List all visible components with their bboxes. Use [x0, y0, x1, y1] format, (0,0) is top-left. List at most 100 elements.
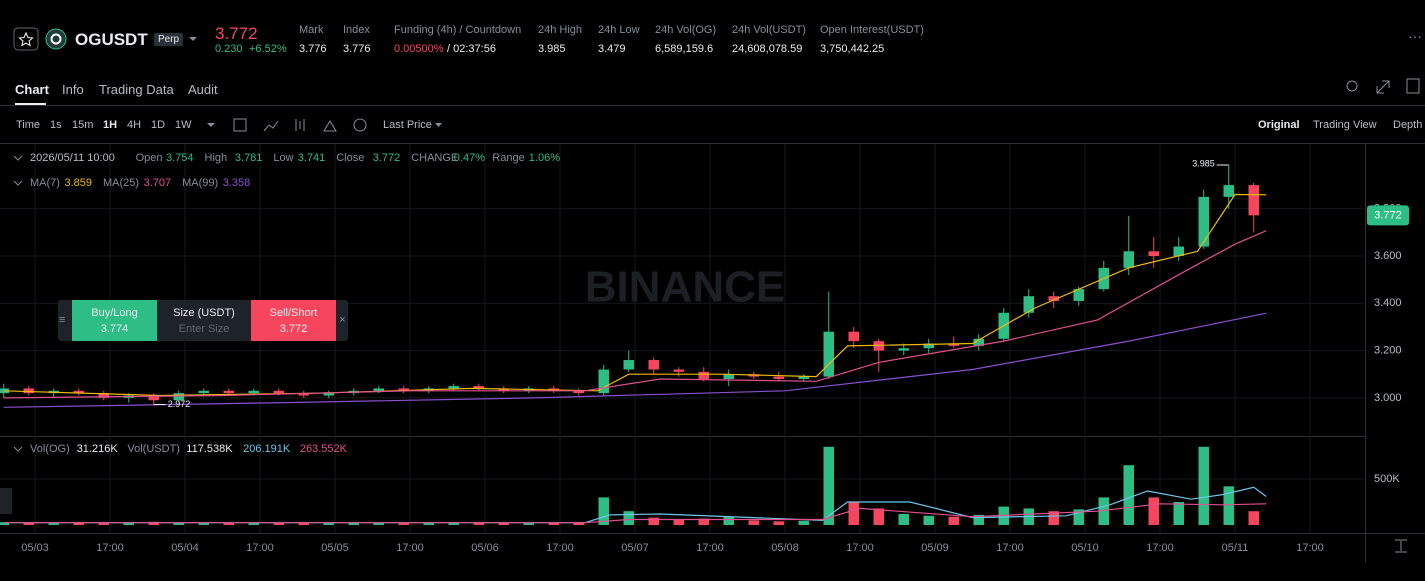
volume-legend-value: 31.216K: [77, 443, 119, 455]
info-value: 3.741: [298, 152, 326, 164]
favorite-icon[interactable]: [13, 27, 39, 51]
buy-button[interactable]: Buy/Long 3.774: [72, 300, 157, 341]
x-tick-label: 17:00: [546, 542, 574, 554]
volume-bar: [73, 522, 84, 525]
interval[interactable]: 4H: [127, 119, 142, 131]
volume-legend-label: Vol(USDT): [127, 443, 180, 455]
candle-body: [598, 369, 609, 394]
expand-icon[interactable]: [1376, 80, 1390, 94]
alert-icon[interactable]: [1346, 80, 1358, 92]
price-type-caret[interactable]: [435, 123, 442, 127]
interval[interactable]: 15m: [72, 119, 94, 131]
interval[interactable]: 1H: [103, 119, 118, 131]
interval[interactable]: Time: [16, 119, 41, 131]
ma-line: [3, 230, 1267, 399]
volume-bar: [948, 516, 959, 525]
price-change: 0.230: [215, 43, 243, 55]
candle-body: [948, 343, 959, 346]
view-option[interactable]: Trading View: [1313, 119, 1377, 131]
candle-body: [923, 343, 934, 349]
stat-label: 24h Low: [598, 24, 640, 36]
volume-ma-value: 263.552K: [300, 443, 348, 455]
candle-body: [823, 331, 834, 377]
drag-handle[interactable]: ≡: [58, 314, 66, 326]
volume-bar: [623, 511, 634, 525]
collapse-icon: [13, 180, 23, 186]
candle-body: [798, 376, 809, 379]
volume-bar: [873, 508, 884, 525]
calendar-icon[interactable]: [233, 118, 247, 132]
candle-body: [98, 393, 109, 398]
candle-body: [448, 386, 459, 389]
tab[interactable]: Trading Data: [99, 82, 174, 97]
volume-bar: [548, 522, 559, 525]
ma-legend-value: 3.859: [65, 177, 93, 189]
info-value: 3.781: [235, 152, 263, 164]
price-type[interactable]: Last Price: [383, 119, 432, 131]
volume-bar: [898, 513, 909, 525]
tab[interactable]: Chart: [15, 82, 49, 97]
x-tick-label: 05/09: [921, 542, 949, 554]
close-button[interactable]: ×: [339, 314, 346, 326]
candle-body: [1148, 251, 1159, 257]
layout-icon[interactable]: [1406, 78, 1420, 94]
contract-badge: Perp: [154, 33, 184, 46]
interval[interactable]: 1W: [175, 119, 192, 131]
sell-price: 3.772: [279, 323, 308, 335]
volume-bar: [123, 522, 134, 525]
volume-bar: [798, 520, 809, 525]
volume-bar: [573, 522, 584, 525]
interval[interactable]: 1s: [50, 119, 62, 131]
x-tick-label: 17:00: [696, 542, 724, 554]
ma-legend-name: MA(7): [30, 177, 60, 189]
view-option[interactable]: Original: [1258, 119, 1300, 131]
x-tick-label: 05/08: [771, 542, 799, 554]
volume-bar: [398, 523, 409, 525]
draw-icon[interactable]: [323, 120, 337, 132]
volume-bar: [1148, 497, 1159, 525]
symbol-caret[interactable]: [189, 37, 197, 41]
volume-bar: [373, 522, 384, 525]
volume-bar: [98, 523, 109, 525]
tab[interactable]: Audit: [188, 82, 218, 97]
candle-body: [898, 348, 909, 351]
view-option[interactable]: Depth: [1393, 119, 1423, 131]
volume-bar: [323, 522, 334, 525]
candle-body: [398, 388, 409, 391]
sell-button[interactable]: Sell/Short 3.772: [251, 300, 336, 341]
volume-legend-value: 117.538K: [186, 443, 233, 455]
last-price-tag: [1367, 205, 1409, 226]
volume-bar: [848, 502, 859, 525]
panel-toggle[interactable]: [0, 488, 12, 514]
more-menu[interactable]: ⋯: [1408, 29, 1422, 45]
stat-value: 3.776: [299, 43, 327, 55]
volume-ma-value: 206.191K: [243, 443, 291, 455]
last-price-label: 3.772: [1374, 209, 1402, 221]
scale-icon[interactable]: [1395, 539, 1407, 553]
candle-body: [1173, 246, 1184, 257]
tab[interactable]: Info: [62, 82, 84, 97]
order-panel: ≡ Buy/Long 3.774 Size (USDT) Enter Size …: [58, 300, 348, 341]
interval[interactable]: 1D: [151, 119, 166, 131]
volume-bar: [823, 446, 834, 525]
volume-bar: [923, 515, 934, 525]
volume-bar: [523, 523, 534, 525]
stat-value: 3.479: [598, 43, 626, 55]
stat-label: Funding (4h) / Countdown: [394, 24, 522, 36]
candle-body: [148, 395, 159, 401]
size-input[interactable]: Size (USDT) Enter Size: [158, 300, 250, 341]
volume-bar: [698, 518, 709, 525]
volume-bar: [748, 520, 759, 525]
volume-bar: [423, 522, 434, 525]
symbol[interactable]: OGUSDT: [75, 30, 148, 49]
volume-bar: [198, 523, 209, 525]
volume-bar: [1173, 502, 1184, 525]
volume-bar: [448, 522, 459, 525]
volume-bar: [1098, 497, 1109, 525]
interval-caret[interactable]: [207, 123, 215, 127]
settings-icon[interactable]: [353, 118, 367, 132]
indicator-icon[interactable]: [263, 120, 279, 132]
info-value: 3.754: [166, 152, 194, 164]
annotation-label: 2.972: [168, 399, 191, 409]
candle-icon[interactable]: [295, 119, 305, 131]
